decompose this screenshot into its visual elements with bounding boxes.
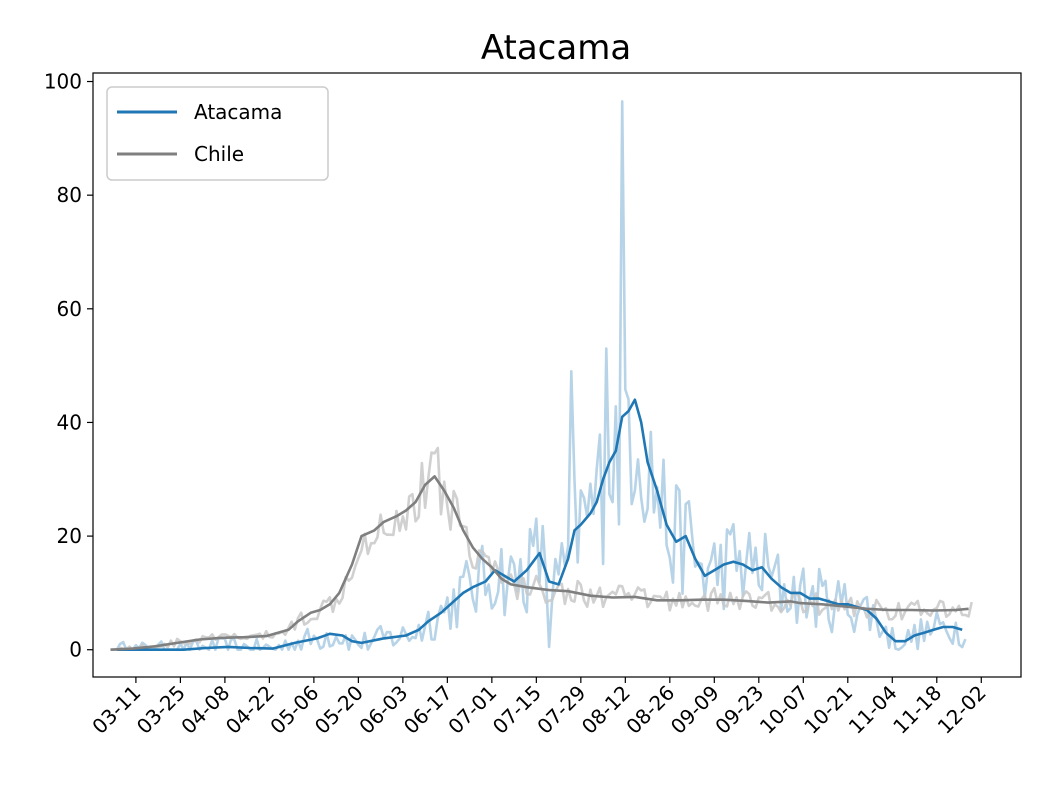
chart-title: Atacama	[481, 28, 631, 68]
x-tick-label-10-07: 10-07	[755, 681, 813, 739]
x-tick-label-10-21: 10-21	[799, 681, 857, 739]
x-tick-label-09-23: 09-23	[710, 681, 768, 739]
x-tick-label-07-29: 07-29	[532, 681, 590, 739]
y-tick-label-100: 100	[44, 70, 82, 94]
x-tick-label-07-15: 07-15	[488, 681, 546, 739]
x-tick-label-03-11: 03-11	[87, 681, 145, 739]
smoothed-series-lines	[110, 398, 969, 651]
legend-label-atacama: Atacama	[194, 100, 282, 124]
x-tick-label-08-26: 08-26	[621, 681, 679, 739]
x-tick-label-09-09: 09-09	[666, 681, 724, 739]
legend-label-chile: Chile	[194, 142, 244, 166]
y-tick-label-40: 40	[57, 410, 82, 434]
x-tick-label-12-02: 12-02	[933, 681, 991, 739]
legend-box	[106, 86, 329, 181]
x-tick-label-06-17: 06-17	[399, 681, 457, 739]
x-tick-label-05-06: 05-06	[265, 681, 323, 739]
x-tick-label-07-01: 07-01	[443, 681, 501, 739]
x-tick-label-03-25: 03-25	[132, 681, 190, 739]
x-tick-label-08-12: 08-12	[577, 681, 635, 739]
y-axis: 0 20 40 60 80 100	[44, 70, 93, 662]
raw-daily-line-atacama	[115, 100, 967, 651]
y-tick-label-80: 80	[57, 183, 82, 207]
x-tick-label-11-18: 11-18	[888, 681, 946, 739]
x-axis: 03-1103-2504-0804-2205-0605-2006-0306-17…	[87, 677, 991, 739]
y-tick-label-0: 0	[69, 638, 82, 662]
x-tick-label-11-04: 11-04	[844, 681, 902, 739]
y-tick-label-20: 20	[57, 524, 82, 548]
x-tick-label-04-08: 04-08	[176, 681, 234, 739]
x-tick-label-06-03: 06-03	[354, 681, 412, 739]
y-tick-label-60: 60	[57, 297, 82, 321]
x-tick-label-05-20: 05-20	[310, 681, 368, 739]
series-line-chile	[110, 475, 969, 651]
x-tick-label-04-22: 04-22	[221, 681, 279, 739]
series-line-atacama	[116, 398, 963, 651]
legend: Atacama Chile	[106, 86, 329, 181]
raw-daily-lines	[110, 100, 973, 651]
plot-area-frame	[92, 72, 1022, 678]
